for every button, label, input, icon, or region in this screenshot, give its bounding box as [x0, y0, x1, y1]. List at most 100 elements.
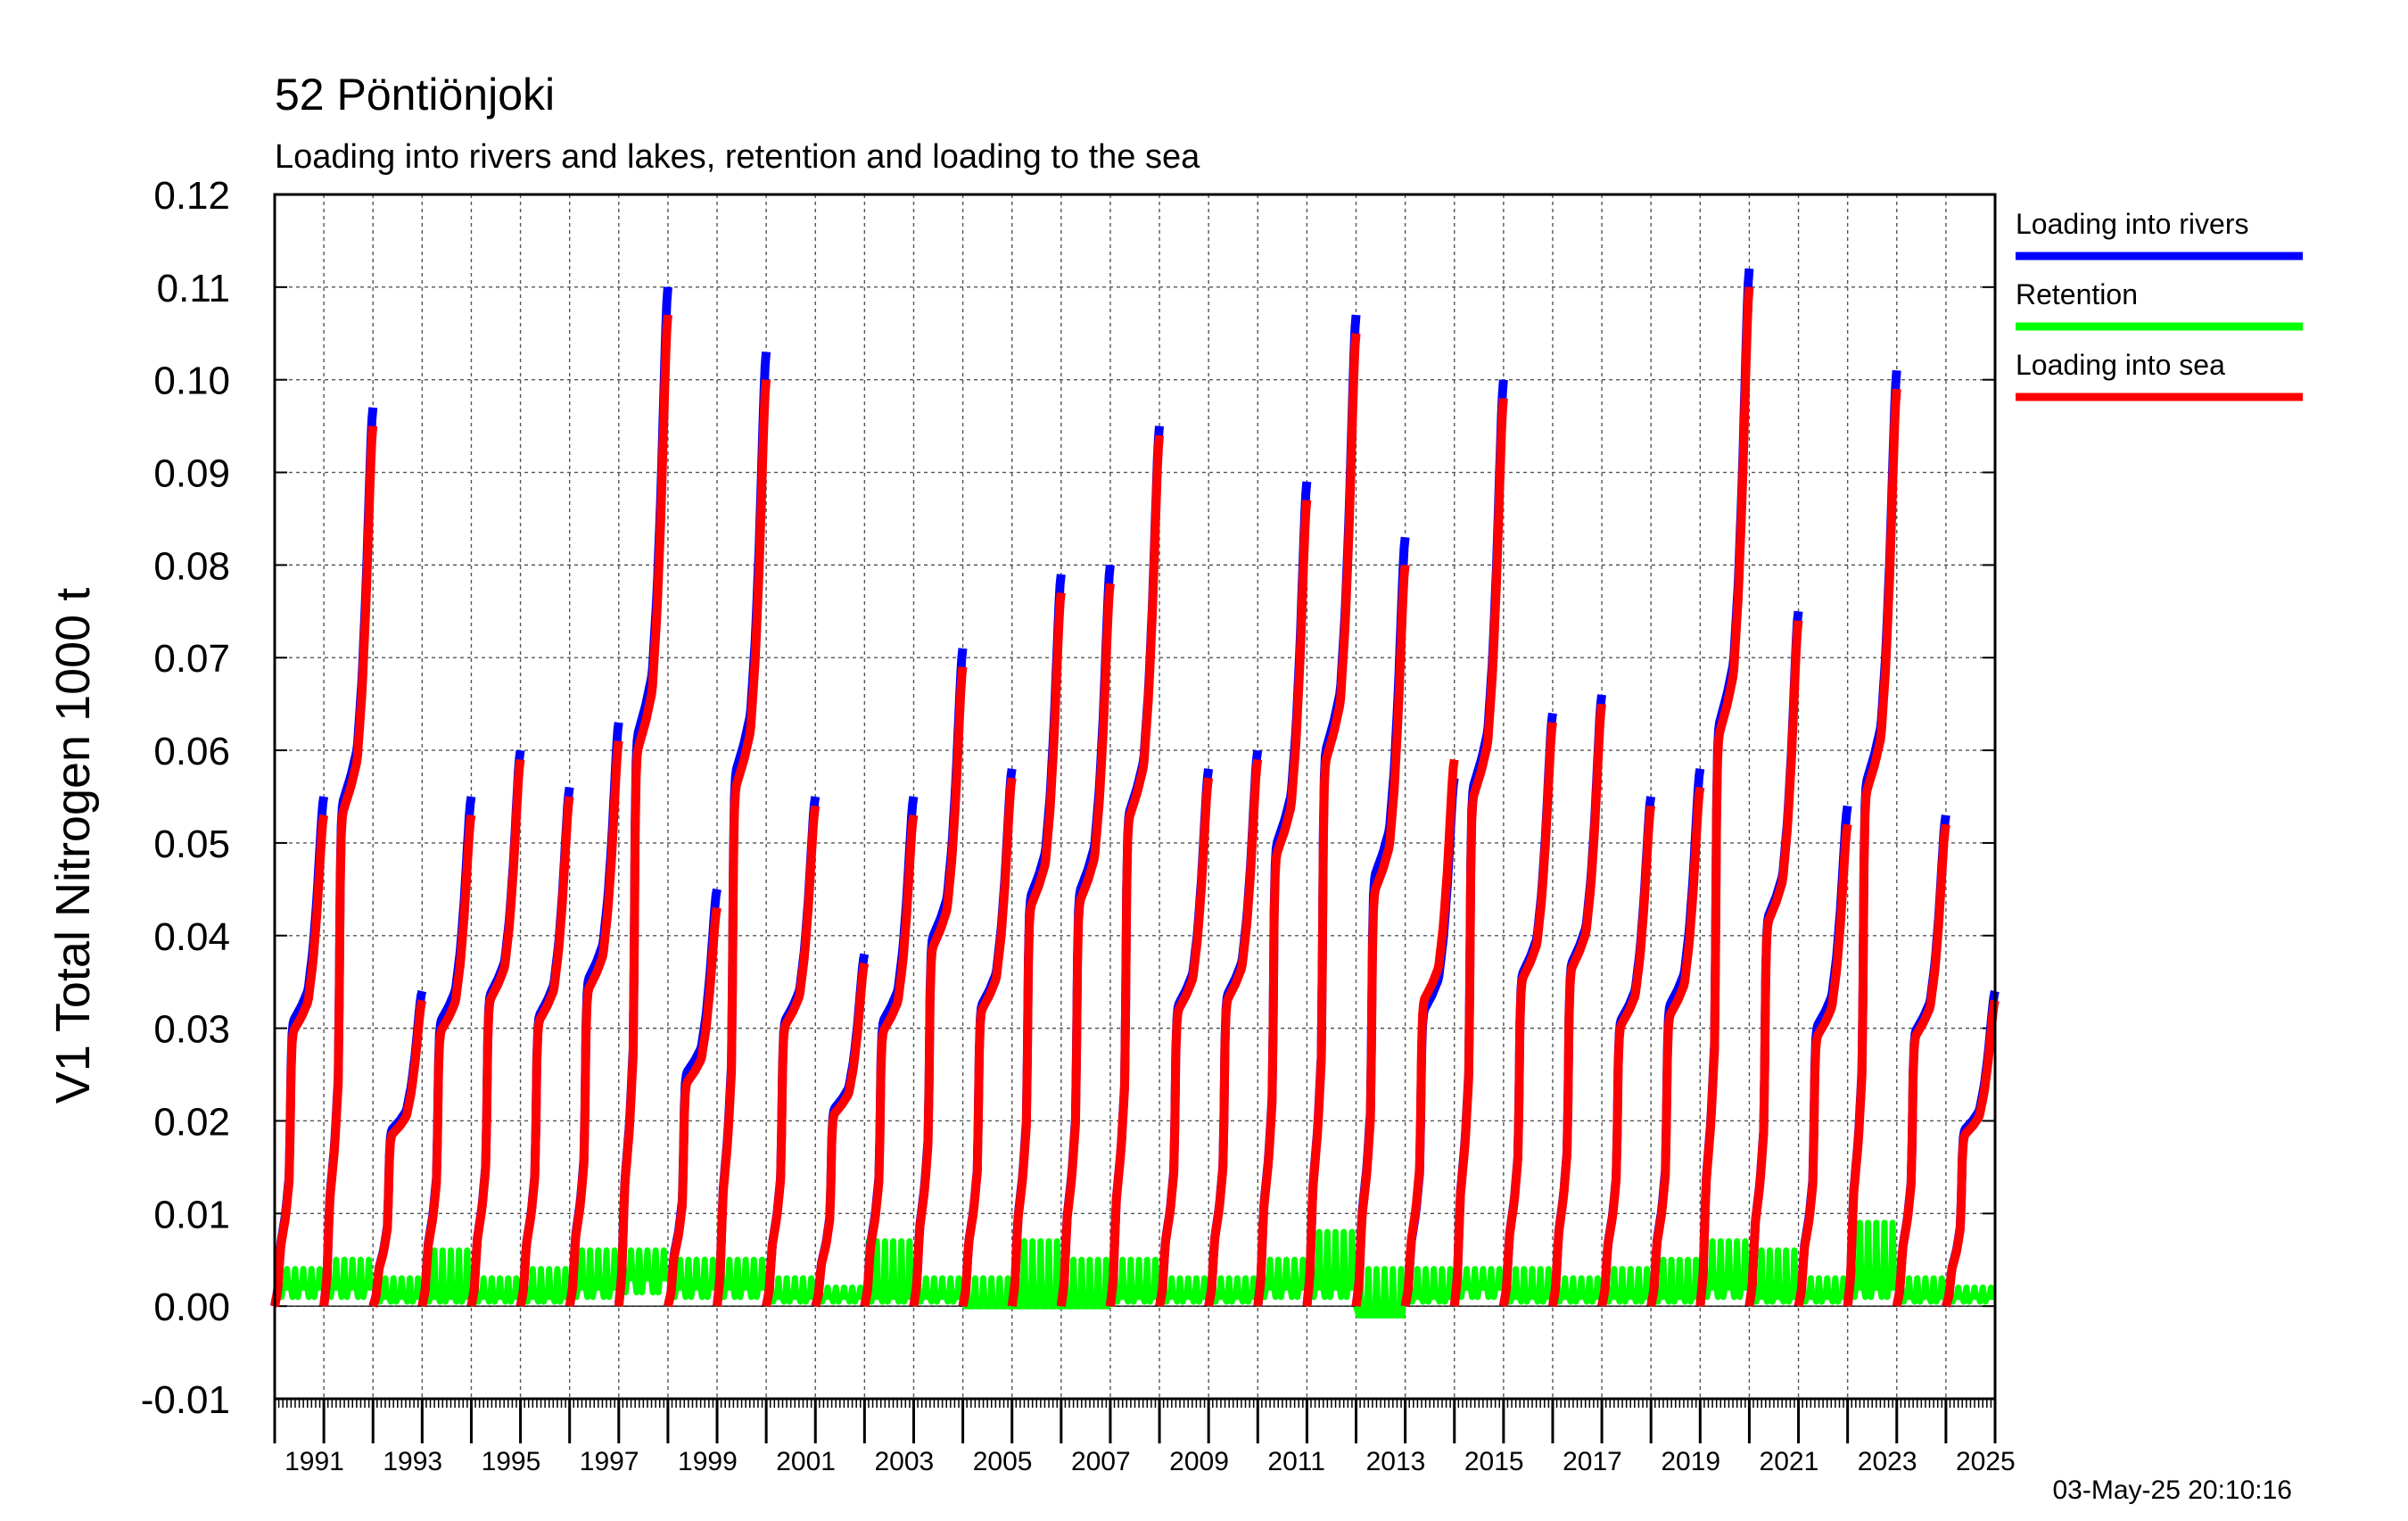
y-tick-label: 0.06: [153, 730, 230, 773]
sea-line: [860, 814, 919, 1308]
sea-line: [713, 379, 771, 1307]
retention-line: [1893, 1275, 1948, 1308]
y-tick-label: 0.00: [153, 1285, 230, 1329]
y-tick-label: 0.05: [153, 822, 230, 866]
legend-label: Loading into rivers: [2016, 208, 2248, 240]
x-tick-label: 2003: [874, 1447, 934, 1476]
retention-line: [1254, 1256, 1309, 1307]
x-tick-label: 2023: [1858, 1447, 1917, 1476]
y-tick-label: 0.07: [153, 637, 230, 681]
retention-line: [664, 1256, 719, 1307]
x-axis-ticks: 1991 1993 1995 1997 1999 2001 2003 2005 2007 2009…: [273, 1399, 2016, 1476]
x-tick-label: 2013: [1366, 1447, 1426, 1476]
sea-line: [762, 805, 821, 1308]
sea-line: [270, 814, 329, 1308]
retention-line: [1500, 1266, 1554, 1308]
sea-line: [466, 758, 525, 1308]
chart-title: 52 Pöntiönjoki: [275, 70, 555, 120]
sea-line: [1351, 564, 1410, 1307]
retention-line: [862, 1238, 916, 1308]
retention-line: [1402, 1266, 1456, 1308]
retention-line: [1156, 1275, 1211, 1308]
y-tick-label: -0.01: [141, 1378, 230, 1422]
retention-line: [517, 1266, 572, 1308]
sea-line: [1449, 398, 1508, 1307]
sea-line: [565, 740, 623, 1308]
retention-line: [812, 1284, 867, 1308]
y-tick-label: 0.03: [153, 1008, 230, 1052]
sea-line: [958, 777, 1017, 1308]
y-tick-label: 0.01: [153, 1193, 230, 1236]
sea-line: [1204, 758, 1263, 1308]
retention-line: [369, 1275, 425, 1308]
x-tick-label: 2007: [1071, 1447, 1131, 1476]
legend: Loading into rivers Retention Loading into…: [2016, 208, 2303, 401]
x-tick-label: 2001: [776, 1447, 836, 1476]
retention-line: [1598, 1266, 1653, 1308]
y-tick-label: 0.11: [157, 267, 230, 310]
y-tick-label: 0.09: [153, 452, 230, 496]
retention-line: [911, 1275, 965, 1308]
x-tick-label: 2009: [1169, 1447, 1229, 1476]
retention-line: [566, 1247, 621, 1307]
timestamp-label: 03-May-25 20:10:16: [2052, 1476, 2292, 1505]
retention-line: [961, 1275, 1014, 1310]
x-tick-label: 1997: [580, 1447, 639, 1476]
sea-line: [1498, 722, 1557, 1307]
sea-line: [811, 962, 870, 1308]
y-tick-label: 0.04: [153, 915, 230, 959]
y-tick-label: 0.08: [153, 544, 230, 588]
plot-frame: [273, 193, 1997, 1401]
retention-line: [1795, 1275, 1850, 1308]
sea-line: [1302, 333, 1361, 1307]
retention-line: [615, 1247, 670, 1307]
retention-line: [1549, 1275, 1604, 1308]
sea-line: [417, 814, 476, 1308]
sea-line: [1105, 434, 1164, 1307]
retention-line: [320, 1256, 375, 1307]
sea-line: [1007, 591, 1066, 1307]
sea-line: [614, 314, 672, 1307]
x-tick-label: 2005: [973, 1447, 1033, 1476]
sea-line: [1942, 999, 2000, 1308]
series-layer: [270, 268, 2000, 1318]
sea-line: [1056, 583, 1115, 1307]
x-tick-label: 2011: [1267, 1447, 1325, 1476]
retention-line: [1205, 1275, 1260, 1308]
legend-label: Retention: [2016, 278, 2138, 310]
series-retention: [271, 1219, 1997, 1318]
retention-line: [418, 1247, 474, 1308]
sea-line: [1155, 777, 1214, 1308]
x-tick-label: 1999: [678, 1447, 738, 1476]
series-loading-sea: [270, 286, 2000, 1308]
x-tick-label: 2017: [1563, 1447, 1622, 1476]
sea-line: [368, 999, 427, 1308]
sea-line: [319, 426, 378, 1307]
sea-line: [1744, 620, 1803, 1307]
retention-line: [1451, 1266, 1505, 1307]
sea-line: [909, 666, 968, 1307]
sea-line: [515, 796, 574, 1308]
sea-line: [1843, 388, 1901, 1307]
retention-line: [713, 1256, 769, 1307]
retention-line: [1010, 1238, 1063, 1310]
chart-subtitle: Loading into rivers and lakes, retention…: [275, 138, 1200, 176]
retention-line: [271, 1266, 326, 1307]
sea-line: [664, 906, 722, 1308]
sea-line: [1892, 823, 1950, 1308]
retention-line: [763, 1275, 818, 1308]
x-tick-label: 2025: [1956, 1447, 2016, 1476]
y-tick-label: 0.10: [153, 360, 230, 403]
retention-line: [1942, 1284, 1997, 1308]
sea-line: [1400, 758, 1459, 1308]
sea-line: [1597, 805, 1656, 1308]
retention-line: [1059, 1256, 1112, 1310]
retention-line: [1844, 1219, 1899, 1307]
y-axis-ticks: -0.01 0.00 0.01 0.02 0.03 0.04 0.05 0.06 0.07 0.0…: [141, 174, 1995, 1422]
sea-line: [1695, 286, 1754, 1307]
sea-line: [1548, 703, 1606, 1307]
sea-line: [1646, 786, 1705, 1308]
x-tick-label: 1991: [285, 1447, 344, 1476]
x-tick-label: 2015: [1464, 1447, 1524, 1476]
